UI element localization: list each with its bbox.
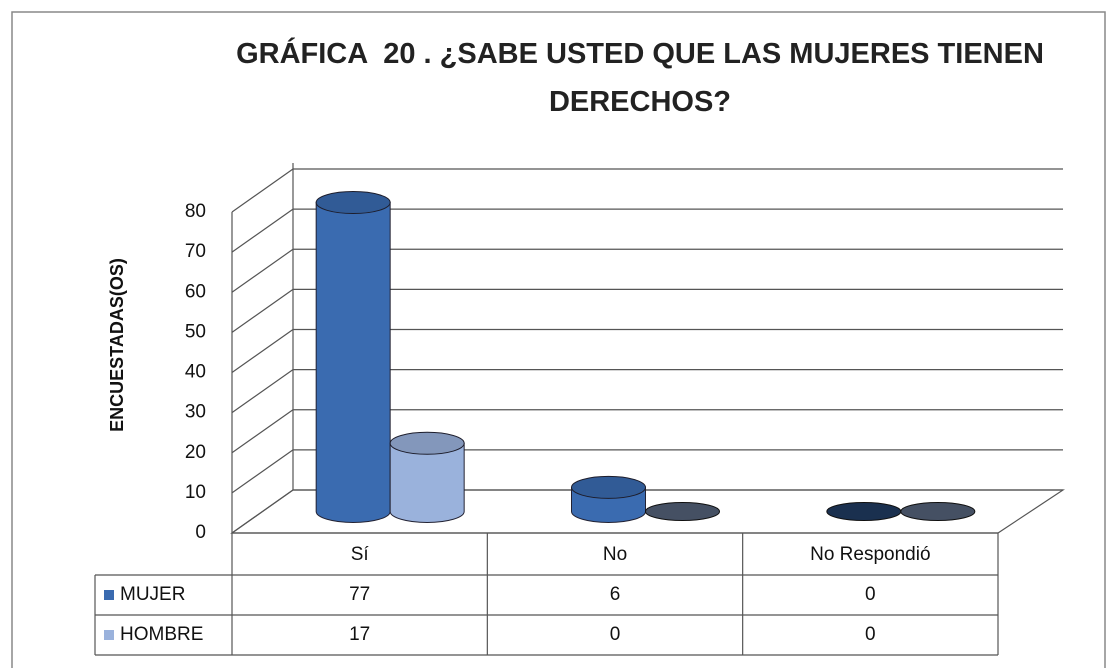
bar [315,191,391,523]
bar-top [826,502,902,521]
y-tick-label: 60 [185,281,206,302]
legend-swatch [104,590,114,600]
bar [900,502,976,521]
bar-body [389,442,465,523]
y-tick-label: 70 [185,241,206,262]
y-tick-label: 10 [185,482,206,503]
table-value: 0 [865,584,876,605]
bar-top [645,502,720,521]
bar [571,475,646,523]
legend-swatch [104,630,114,640]
bar [826,502,902,521]
y-tick-label: 80 [185,201,206,222]
table-value: 0 [610,624,621,645]
table-value: 0 [865,624,876,645]
x-tick-label: No [603,544,627,565]
y-axis-title: ENCUESTADAS(OS) [107,258,127,432]
bar-top [315,191,391,215]
table-value: 6 [610,584,621,605]
bar-body [315,202,391,523]
y-tick-label: 30 [185,402,206,423]
bar-top [389,431,465,455]
y-tick-label: 20 [185,442,206,463]
y-tick-label: 50 [185,321,206,342]
x-tick-label: Sí [351,544,370,565]
bar-top [571,475,646,499]
table-value: 17 [349,624,370,645]
bar-top [900,502,976,521]
legend-label: MUJER [120,584,185,605]
y-tick-label: 0 [195,522,206,543]
chart-border [11,11,1106,668]
chart-title: GRÁFICA 20 . ¿SABE USTED QUE LAS MUJERES… [236,38,1052,118]
y-tick-label: 40 [185,362,206,383]
legend-label: HOMBRE [120,624,203,645]
x-tick-label: No Respondió [810,544,930,565]
table-value: 77 [349,584,370,605]
bar [389,431,465,523]
bar [645,502,720,521]
